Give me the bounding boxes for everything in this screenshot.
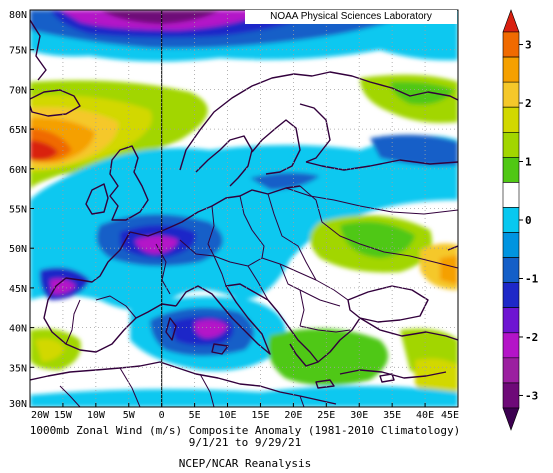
colorbar-swatch (502, 332, 520, 359)
graticule (29, 9, 459, 408)
colorbar-label: -1 (525, 272, 539, 285)
credit-label: NOAA Physical Sciences Laboratory (245, 10, 457, 24)
lon-tick-label: 30E (350, 410, 368, 421)
lon-tick-label: 5E (189, 410, 201, 421)
colorbar-swatch (502, 282, 520, 309)
colorbar-label: 0 (525, 214, 532, 227)
lat-tick-label: 50N (9, 244, 27, 255)
latitude-tick-labels: 80N 75N 70N 65N 60N 55N 50N 45N 40N 35N 30N (9, 10, 27, 410)
lon-tick-label: 10W (87, 410, 106, 421)
colorbar-swatch (502, 357, 520, 384)
colorbar-swatch (502, 382, 520, 409)
lat-tick-label: 45N (9, 284, 27, 295)
colorbar-swatch (502, 307, 520, 334)
colorbar-labels: 3 2 1 0 -1 -2 -3 (519, 39, 539, 402)
colorbar-label: -2 (525, 331, 538, 344)
lat-tick-label: 70N (9, 85, 27, 96)
colorbar-label: 1 (525, 156, 532, 169)
lon-tick-label: 5W (123, 410, 136, 421)
lat-tick-label: 60N (9, 165, 27, 176)
lon-tick-label: 10E (219, 410, 237, 421)
colorbar-swatch (502, 56, 520, 83)
lon-tick-label: 25E (317, 410, 335, 421)
lon-tick-label: 45E (441, 410, 459, 421)
colorbar-swatch (502, 106, 520, 133)
coastlines (30, 19, 458, 407)
colorbar-swatch (502, 31, 520, 58)
colorbar-swatch (502, 182, 520, 208)
colorbar-swatch (502, 232, 520, 258)
lat-tick-label: 65N (9, 125, 27, 136)
lat-tick-label: 55N (9, 205, 27, 216)
lon-tick-label: 15E (251, 410, 269, 421)
caption-dates: 9/1/21 to 9/29/21 (188, 436, 302, 449)
lon-tick-label: 15W (54, 410, 73, 421)
lon-tick-label: 35E (383, 410, 401, 421)
colorbar-swatch (502, 81, 520, 108)
colorbar-swatch (502, 9, 520, 33)
lat-tick-label: 35N (9, 363, 27, 374)
colorbar-swatch (502, 407, 520, 431)
lat-tick-label: 80N (9, 10, 27, 21)
lon-tick-label: 0 (159, 410, 165, 421)
anomaly-field (30, 10, 458, 407)
lon-tick-label: 40E (416, 410, 434, 421)
lat-tick-label: 30N (9, 399, 27, 410)
caption-source: NCEP/NCAR Reanalysis (178, 457, 312, 470)
colorbar-swatch (502, 257, 520, 283)
caption-title: 1000mb Zonal Wind (m/s) Composite Anomal… (29, 424, 461, 437)
colorbar-label: 2 (525, 97, 532, 110)
lat-tick-label: 75N (9, 46, 27, 57)
colorbar-swatch (502, 157, 520, 183)
colorbar-label: 3 (525, 39, 532, 52)
lat-tick-label: 40N (9, 324, 27, 335)
longitude-tick-labels: 20W 15W 10W 5W 0 5E 10E 15E 20E 25E 30E 35E 40E 45E (31, 410, 459, 421)
colorbar-swatch (502, 131, 520, 158)
colorbar (502, 9, 520, 431)
colorbar-label: -3 (525, 389, 538, 402)
map-frame (29, 9, 459, 408)
lon-tick-label: 20W (31, 410, 50, 421)
colorbar-swatch (502, 207, 520, 233)
lon-tick-label: 20E (284, 410, 302, 421)
